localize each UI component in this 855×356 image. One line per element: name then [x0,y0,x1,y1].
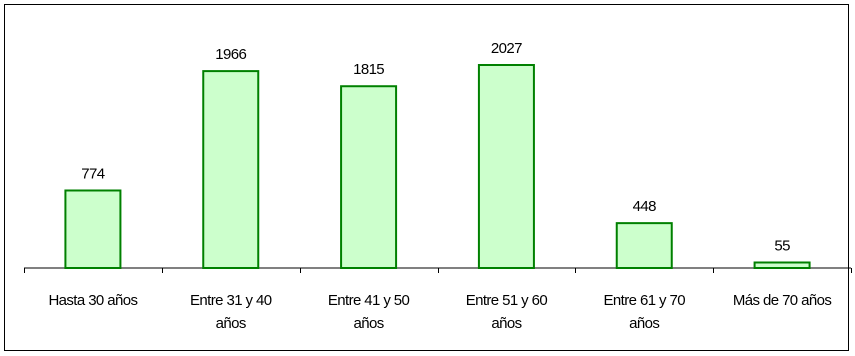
bar [64,189,122,269]
x-tick-label: años [354,315,384,332]
bar [340,85,398,270]
x-tick-label: Entre 61 y 70 [604,292,686,309]
bar [615,222,673,270]
x-tick-label: Entre 41 y 50 [328,292,410,309]
data-label: 448 [633,198,656,215]
chart-frame [4,4,849,351]
data-label: 1966 [215,46,246,63]
x-tick-label: años [491,315,521,332]
x-tick-label: años [629,315,659,332]
x-tick-label: Entre 51 y 60 [466,292,548,309]
bar [202,70,260,270]
bar [753,261,811,269]
x-tick-label: años [216,315,246,332]
data-label: 55 [774,237,790,254]
x-tick-label: Más de 70 años [733,292,831,309]
data-label: 774 [81,165,104,182]
data-label: 2027 [491,40,522,57]
bar [477,64,535,269]
data-label: 1815 [353,61,384,78]
x-tick-label: Hasta 30 años [48,292,137,309]
x-tick-label: Entre 31 y 40 [190,292,272,309]
